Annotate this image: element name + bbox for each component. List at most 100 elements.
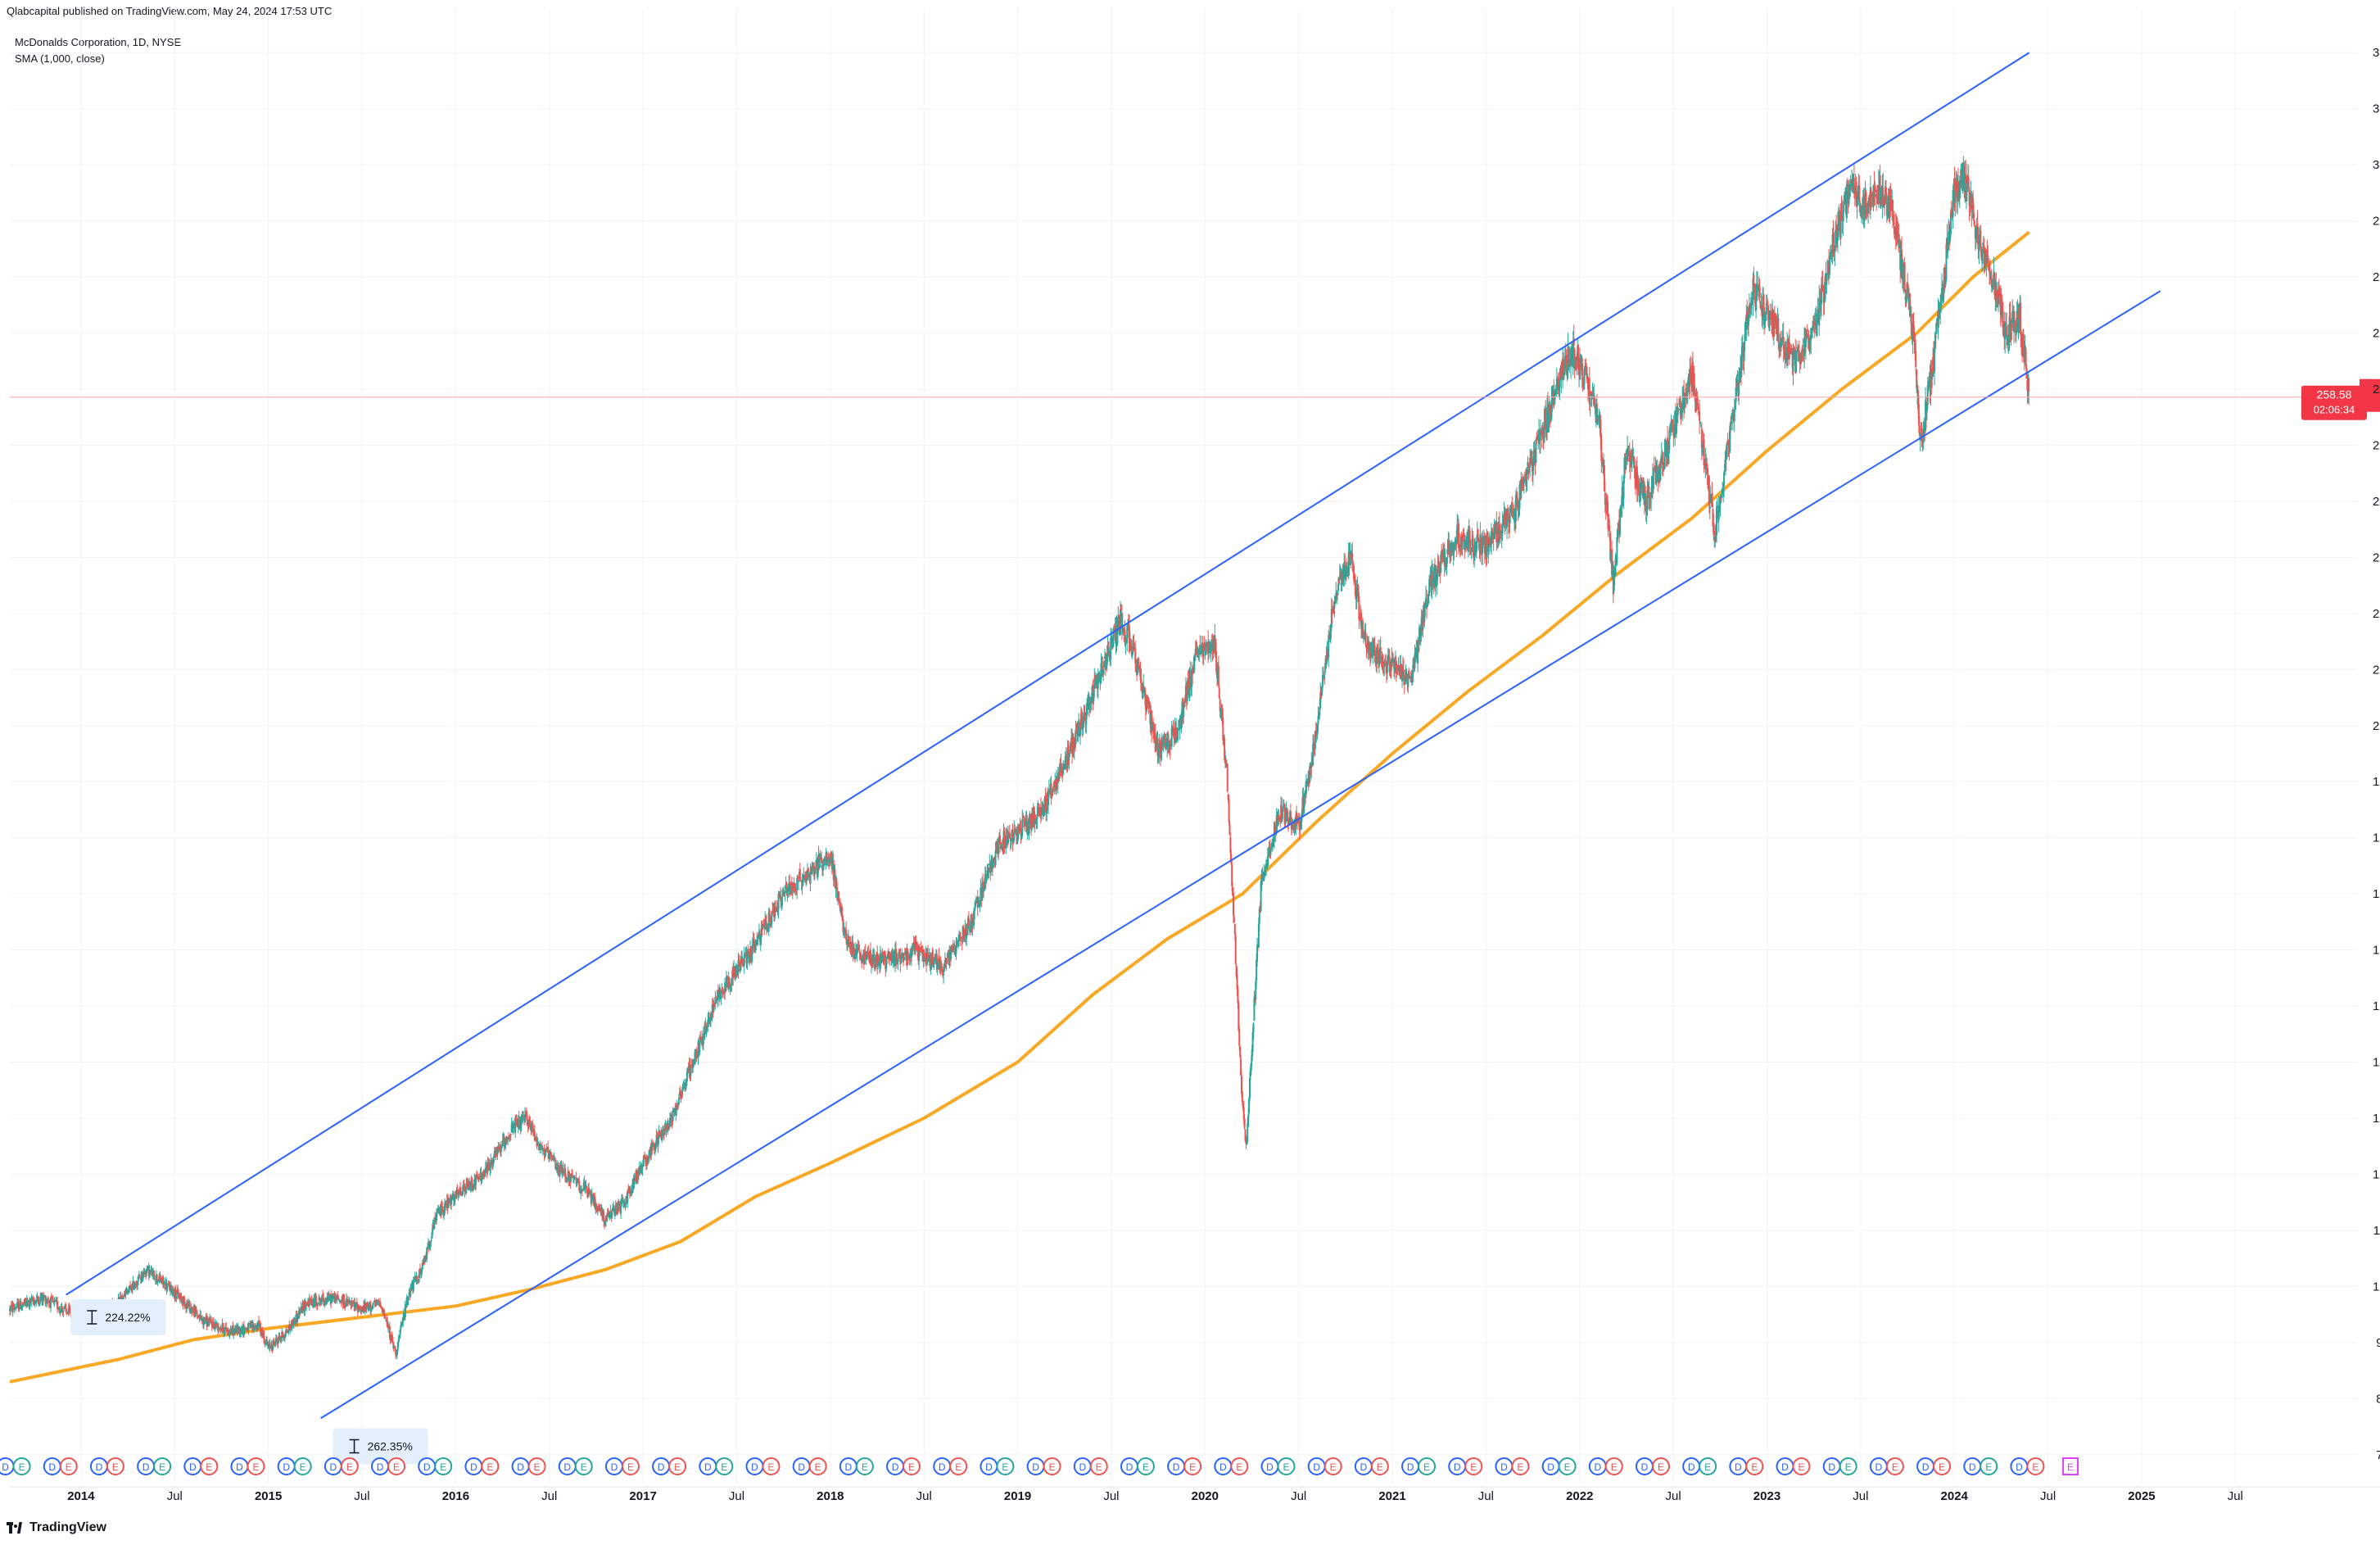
candle-body — [1083, 714, 1085, 719]
candle-body — [1048, 789, 1051, 794]
candle-body — [1287, 811, 1289, 822]
candle-body — [1291, 824, 1293, 831]
candle-body — [129, 1286, 132, 1290]
symbol-legend[interactable]: McDonalds Corporation, 1D, NYSE — [15, 36, 182, 48]
candle-body — [826, 858, 829, 863]
candle-body — [401, 1322, 404, 1325]
candle-body — [322, 1294, 324, 1300]
candle-body — [135, 1284, 138, 1285]
candle-body — [152, 1271, 154, 1275]
candle-body — [733, 967, 735, 977]
candle-body — [172, 1289, 174, 1294]
candle-body — [1603, 465, 1605, 492]
candle-body — [936, 963, 939, 969]
candle-body — [384, 1317, 387, 1319]
candle-body — [1499, 531, 1501, 533]
candle-body — [1263, 872, 1265, 881]
candle-body — [20, 1307, 23, 1310]
candle-body — [1821, 284, 1823, 287]
candle-body — [371, 1306, 373, 1308]
candle-body — [654, 1145, 656, 1150]
candle-body — [856, 948, 858, 954]
candle-body — [291, 1321, 293, 1330]
candle-body — [1296, 820, 1299, 824]
candle-body — [1265, 866, 1267, 875]
candle-body — [1103, 661, 1106, 668]
candle-body — [174, 1289, 177, 1298]
candle-body — [285, 1330, 287, 1334]
candle-body — [559, 1166, 561, 1176]
candle-body — [1354, 579, 1356, 596]
candle-body — [1409, 676, 1412, 677]
candle-body — [1558, 386, 1560, 391]
candle-body — [1236, 975, 1238, 990]
candle-body — [1482, 538, 1484, 554]
candle-body — [25, 1298, 27, 1303]
indicator-legend[interactable]: SMA (1,000, close) — [15, 52, 105, 65]
candle-body — [1020, 829, 1022, 836]
candle-body — [1730, 424, 1732, 425]
candle-body — [1104, 653, 1106, 670]
candle-body — [1709, 494, 1712, 502]
candle-body — [685, 1071, 688, 1082]
candle-body — [1437, 565, 1439, 577]
candle-body — [992, 861, 994, 868]
candle-body — [203, 1316, 206, 1322]
candle-body — [827, 856, 830, 859]
candle-body — [1014, 827, 1016, 829]
candle-body — [1353, 565, 1355, 580]
candle-body — [1337, 594, 1339, 596]
candle-body — [1522, 481, 1524, 488]
candle-body — [1067, 745, 1070, 759]
candle-body — [730, 985, 732, 989]
candle-body — [1333, 601, 1336, 609]
candle-body — [570, 1175, 572, 1182]
candle-body — [1668, 427, 1671, 440]
candle-body — [1084, 712, 1086, 717]
candle-body — [969, 927, 971, 933]
candle-body — [369, 1301, 372, 1311]
candle-body — [1470, 547, 1473, 550]
candle-body — [388, 1325, 391, 1338]
candle-body — [1547, 412, 1550, 433]
candle-body — [1631, 450, 1633, 464]
candle-body — [1580, 355, 1582, 360]
candle-body — [58, 1309, 61, 1311]
candle-body — [945, 958, 948, 963]
candle-body — [1050, 783, 1052, 798]
candle-body — [1244, 1129, 1247, 1141]
candle-body — [1116, 617, 1119, 645]
candle-body — [48, 1301, 50, 1303]
candle-body — [787, 886, 790, 891]
candle-body — [885, 959, 888, 970]
candle-body — [754, 940, 757, 950]
candle-body — [1417, 642, 1419, 664]
candle-body — [1206, 643, 1208, 646]
candle-body — [1775, 319, 1777, 328]
candle-body — [1093, 691, 1095, 702]
candle-body — [1235, 965, 1238, 976]
candle-body — [506, 1137, 509, 1140]
candle-body — [1078, 718, 1080, 720]
candle-body — [1440, 554, 1442, 573]
candle-body — [609, 1211, 612, 1213]
candle-body — [1073, 741, 1075, 750]
candle-body — [676, 1106, 678, 1111]
candle-body — [1449, 553, 1451, 555]
candle-body — [802, 877, 804, 885]
candle-body — [813, 866, 816, 873]
candle-body — [1776, 329, 1778, 333]
candle-body — [1532, 450, 1535, 465]
candle-body — [374, 1301, 377, 1303]
candle-body — [1768, 324, 1771, 332]
candle-body — [867, 952, 870, 955]
candle-body — [621, 1196, 623, 1200]
candle-body — [1661, 457, 1663, 465]
candle-body — [1319, 692, 1322, 709]
candle-body — [437, 1207, 439, 1210]
candle-body — [1509, 508, 1511, 523]
candle-body — [1338, 575, 1341, 580]
candle-body — [405, 1297, 408, 1307]
candle-body — [1016, 832, 1019, 841]
